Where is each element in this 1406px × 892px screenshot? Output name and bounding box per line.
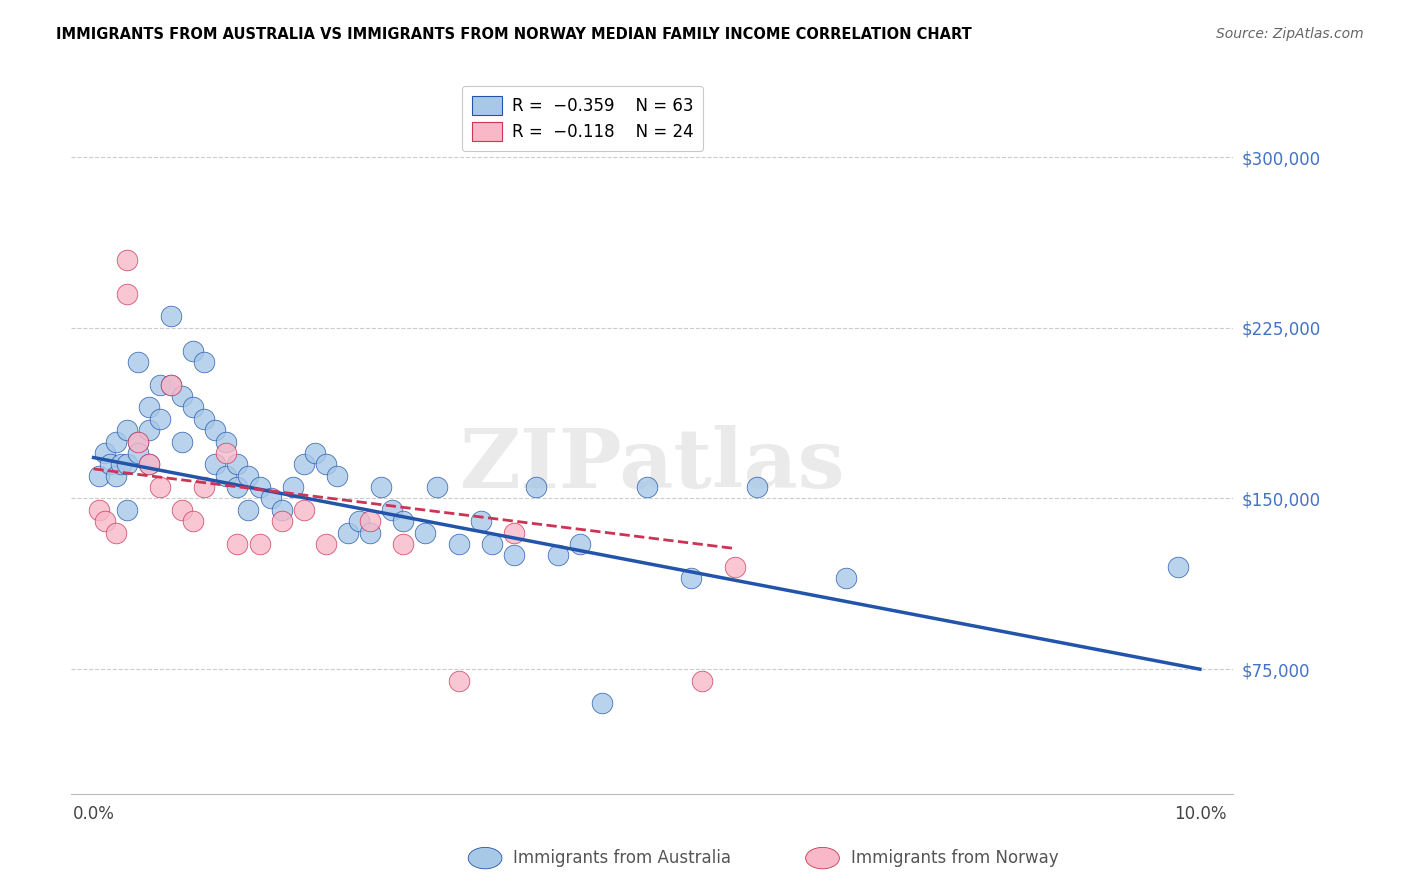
Point [215,468,238,483]
Point [503,549,526,563]
Point [724,559,747,574]
Point [415,525,437,540]
Point [270,503,292,517]
Point [115,252,138,267]
Point [238,503,260,517]
Point [447,537,470,551]
Point [93,514,115,528]
Point [238,468,260,483]
Point [690,673,713,688]
Point [470,514,492,528]
Point [259,491,281,506]
Point [359,525,381,540]
Point [315,458,337,472]
Point [249,537,271,551]
Text: Source: ZipAtlas.com: Source: ZipAtlas.com [1216,27,1364,41]
Point [170,503,193,517]
Point [160,377,183,392]
Point [569,537,592,551]
Point [425,480,447,494]
Point [226,537,249,551]
Point [149,412,172,426]
Point [115,423,138,437]
Point [87,468,110,483]
Point [104,525,127,540]
Point [87,503,110,517]
Point [304,446,326,460]
Point [503,525,526,540]
Point [170,389,193,403]
Point [149,480,172,494]
Point [679,571,702,585]
Point [127,446,149,460]
Point [392,537,415,551]
Point [359,514,381,528]
Point [281,480,304,494]
Point [149,377,172,392]
Point [292,503,315,517]
Point [592,696,614,710]
Point [127,434,149,449]
Point [481,537,503,551]
Point [115,503,138,517]
Point [115,286,138,301]
Point [181,514,204,528]
Point [215,434,238,449]
Point [181,401,204,415]
Point [270,514,292,528]
Text: IMMIGRANTS FROM AUSTRALIA VS IMMIGRANTS FROM NORWAY MEDIAN FAMILY INCOME CORRELA: IMMIGRANTS FROM AUSTRALIA VS IMMIGRANTS … [56,27,972,42]
Point [524,480,547,494]
Point [138,458,160,472]
Point [747,480,769,494]
Point [392,514,415,528]
Point [347,514,370,528]
Point [204,423,226,437]
Point [193,412,215,426]
Point [835,571,858,585]
Point [193,355,215,369]
Point [104,468,127,483]
Point [547,549,569,563]
Text: Immigrants from Norway: Immigrants from Norway [851,849,1059,867]
Point [104,434,127,449]
Point [170,434,193,449]
Point [636,480,658,494]
Point [326,468,349,483]
Point [110,458,132,472]
Point [138,423,160,437]
Point [115,458,138,472]
Point [215,446,238,460]
Legend: R =  −0.359    N = 63, R =  −0.118    N = 24: R = −0.359 N = 63, R = −0.118 N = 24 [461,86,703,151]
Point [138,401,160,415]
Point [160,310,183,324]
Point [292,458,315,472]
Point [138,458,160,472]
Point [370,480,392,494]
Point [337,525,360,540]
Text: Immigrants from Australia: Immigrants from Australia [513,849,731,867]
Point [226,458,249,472]
Point [315,537,337,551]
Point [249,480,271,494]
Point [160,377,183,392]
Point [181,343,204,358]
Point [93,446,115,460]
Point [193,480,215,494]
Point [127,355,149,369]
Point [127,434,149,449]
Point [226,480,249,494]
Point [98,458,121,472]
Point [447,673,470,688]
Point [381,503,404,517]
Text: ZIPatlas: ZIPatlas [460,425,845,505]
Point [204,458,226,472]
Point [1167,559,1189,574]
